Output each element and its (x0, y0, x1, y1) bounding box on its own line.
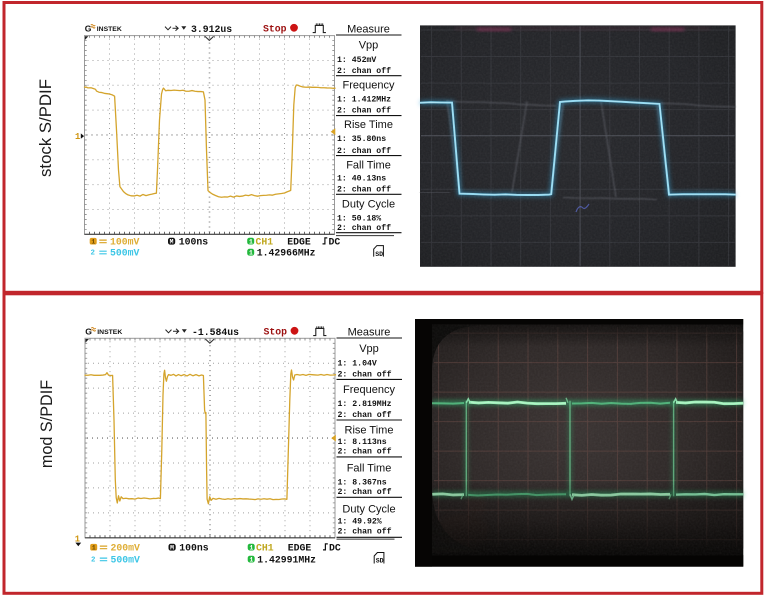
svg-text:Stop: Stop (263, 24, 287, 35)
svg-text:1: 40.13ns: 1: 40.13ns (337, 175, 386, 184)
svg-text:DC: DC (329, 542, 341, 553)
svg-text:1.42966MHz: 1.42966MHz (257, 247, 316, 258)
svg-text:G: G (85, 327, 92, 337)
svg-text:Stop: Stop (264, 327, 288, 338)
svg-text:Duty Cycle: Duty Cycle (342, 504, 395, 516)
svg-text:1: 1 (249, 238, 253, 245)
svg-text:Vpp: Vpp (359, 343, 379, 355)
svg-text:Duty Cycle: Duty Cycle (342, 198, 395, 210)
svg-text:INSTEK: INSTEK (97, 26, 122, 33)
svg-text:100mV: 100mV (110, 236, 140, 247)
svg-text:Rise Time: Rise Time (345, 425, 394, 437)
svg-text:-1.584us: -1.584us (192, 327, 239, 338)
svg-text:2: chan off: 2: chan off (337, 185, 391, 195)
svg-text:1: 1 (75, 534, 80, 544)
svg-text:1: 8.113ns: 1: 8.113ns (338, 438, 387, 447)
svg-text:1: 1.412MHz: 1: 1.412MHz (337, 96, 391, 105)
svg-text:stock S/PDIF: stock S/PDIF (36, 79, 55, 177)
svg-text:Rise Time: Rise Time (344, 119, 393, 131)
svg-text:1: 1 (249, 250, 253, 257)
svg-text:2: chan off: 2: chan off (338, 410, 392, 420)
svg-text:100ns: 100ns (179, 542, 209, 553)
svg-text:2: chan off: 2: chan off (337, 146, 391, 156)
svg-text:3.912us: 3.912us (191, 24, 232, 35)
svg-text:2: chan off: 2: chan off (338, 446, 392, 456)
svg-text:1: 49.92%: 1: 49.92% (338, 518, 382, 527)
svg-text:G: G (85, 24, 92, 34)
svg-text:Frequency: Frequency (343, 79, 395, 91)
svg-text:1: 35.80ns: 1: 35.80ns (337, 135, 386, 144)
svg-text:SD: SD (376, 558, 384, 565)
svg-text:1: 1.04V: 1: 1.04V (338, 359, 377, 368)
svg-text:Fall Time: Fall Time (347, 462, 392, 474)
svg-text:M: M (170, 544, 174, 551)
svg-text:Vpp: Vpp (359, 40, 379, 52)
svg-text:1.42991MHz: 1.42991MHz (257, 554, 316, 565)
svg-text:Measure: Measure (348, 327, 391, 339)
svg-text:1: 452mV: 1: 452mV (337, 56, 376, 65)
svg-text:2: chan off: 2: chan off (337, 66, 391, 76)
svg-text:500mV: 500mV (110, 247, 140, 258)
svg-text:2: chan off: 2: chan off (338, 370, 392, 380)
svg-text:Fall Time: Fall Time (346, 159, 391, 171)
svg-text:100ns: 100ns (179, 236, 209, 247)
svg-text:500mV: 500mV (111, 554, 141, 565)
svg-text:2: chan off: 2: chan off (338, 527, 392, 537)
svg-text:CH1: CH1 (256, 236, 274, 247)
svg-text:2: chan off: 2: chan off (337, 223, 391, 233)
svg-text:1: 8.367ns: 1: 8.367ns (338, 478, 387, 487)
svg-text:Frequency: Frequency (343, 384, 395, 396)
svg-text:mod S/PDIF: mod S/PDIF (38, 380, 56, 468)
svg-text:2: chan off: 2: chan off (337, 106, 391, 116)
svg-text:EDGE: EDGE (287, 236, 311, 247)
svg-text:2: 2 (91, 557, 95, 565)
svg-text:EDGE: EDGE (288, 542, 312, 553)
svg-text:1: 1 (250, 556, 254, 563)
svg-text:SD: SD (375, 251, 383, 258)
svg-text:1: 2.819MHz: 1: 2.819MHz (338, 400, 392, 409)
svg-text:1: 1 (250, 544, 254, 551)
svg-text:200mV: 200mV (111, 542, 141, 553)
svg-text:Measure: Measure (347, 23, 390, 35)
svg-text:2: 2 (91, 250, 95, 258)
svg-text:1: 1 (92, 544, 96, 551)
svg-text:DC: DC (329, 236, 341, 247)
svg-text:M: M (170, 238, 174, 245)
svg-text:1: 1 (75, 132, 80, 142)
svg-text:CH1: CH1 (256, 542, 274, 553)
svg-text:INSTEK: INSTEK (97, 329, 122, 336)
svg-text:2: chan off: 2: chan off (338, 487, 392, 497)
svg-text:1: 1 (91, 238, 95, 245)
svg-text:1: 50.18%: 1: 50.18% (337, 214, 381, 223)
